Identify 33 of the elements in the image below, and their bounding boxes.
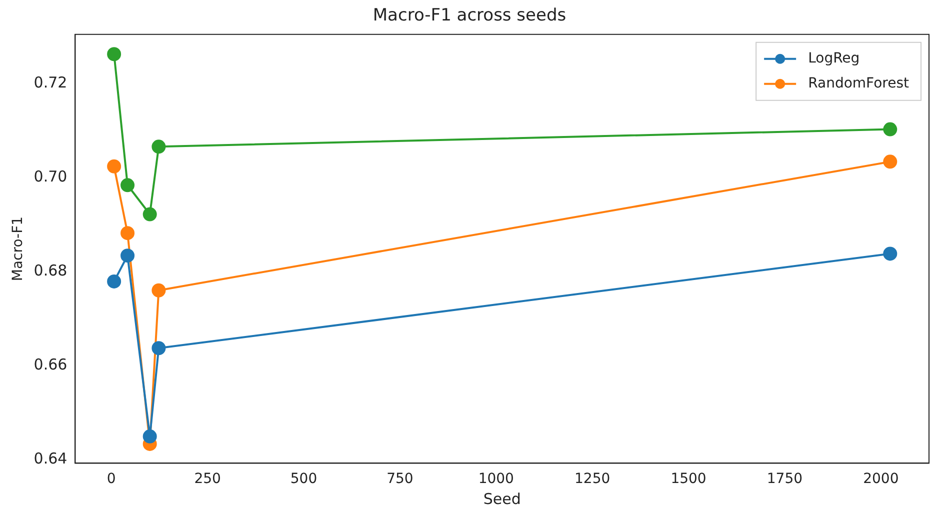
- x-tick-label: 1500: [670, 471, 706, 488]
- point: [107, 159, 122, 174]
- x-tick-label: 2000: [863, 471, 899, 488]
- y-tick-label: 0.64: [34, 449, 68, 468]
- y-tick-label: 0.72: [34, 74, 68, 92]
- point: [883, 246, 898, 261]
- point: [142, 429, 157, 444]
- x-tick-label: 250: [194, 471, 221, 488]
- point: [152, 341, 166, 356]
- point: [152, 140, 166, 154]
- point: [142, 207, 157, 222]
- x-tick-label: 0: [106, 471, 116, 488]
- point: [883, 122, 898, 136]
- y-tick-label: 0.66: [34, 355, 68, 374]
- point: [107, 274, 122, 288]
- legend-label: RandomForest: [808, 76, 910, 92]
- point: [120, 178, 135, 192]
- x-tick-label: 1000: [478, 471, 514, 488]
- point: [107, 47, 122, 62]
- point: [120, 226, 135, 240]
- y-axis-title: Macro-F1: [10, 216, 26, 282]
- y-tick-label: 0.68: [34, 261, 68, 280]
- point: [152, 283, 166, 298]
- point: [883, 154, 898, 169]
- legend-label: LogReg: [808, 50, 860, 67]
- y-tick-label: 0.70: [34, 168, 68, 186]
- x-tick-label: 750: [386, 471, 414, 488]
- x-axis-title: Seed: [483, 490, 521, 508]
- chart-title: Macro-F1 across seeds: [372, 6, 566, 26]
- x-tick-label: 1750: [766, 471, 803, 488]
- point: [120, 248, 135, 263]
- x-tick-label: 1250: [574, 471, 610, 488]
- x-tick-label: 500: [290, 471, 318, 488]
